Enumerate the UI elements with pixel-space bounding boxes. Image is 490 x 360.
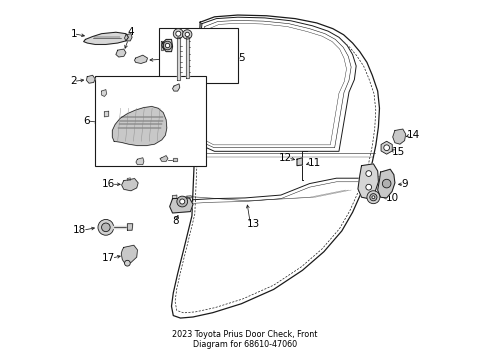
Polygon shape <box>101 90 107 96</box>
Circle shape <box>366 184 371 190</box>
Text: 15: 15 <box>392 147 405 157</box>
Polygon shape <box>172 158 177 161</box>
Text: 12: 12 <box>278 153 292 163</box>
Text: 9: 9 <box>401 179 408 189</box>
Text: 1: 1 <box>71 29 77 39</box>
Text: 18: 18 <box>73 225 87 235</box>
Polygon shape <box>122 179 138 191</box>
Circle shape <box>183 30 192 39</box>
Polygon shape <box>172 84 180 91</box>
Circle shape <box>177 196 188 207</box>
Polygon shape <box>112 107 167 145</box>
Circle shape <box>370 194 377 201</box>
Polygon shape <box>122 245 137 263</box>
Polygon shape <box>127 178 130 181</box>
Text: 3: 3 <box>168 54 174 64</box>
Circle shape <box>176 31 181 36</box>
Polygon shape <box>194 17 356 151</box>
Circle shape <box>367 191 380 204</box>
Polygon shape <box>393 129 406 144</box>
Polygon shape <box>127 224 133 230</box>
Polygon shape <box>84 32 128 44</box>
Polygon shape <box>87 75 95 83</box>
Circle shape <box>124 260 130 266</box>
Text: 13: 13 <box>247 219 260 229</box>
Polygon shape <box>186 37 189 78</box>
Circle shape <box>180 199 185 204</box>
Polygon shape <box>358 164 378 199</box>
Polygon shape <box>104 111 109 117</box>
Circle shape <box>101 223 110 231</box>
Text: 11: 11 <box>308 158 321 168</box>
Text: 10: 10 <box>386 193 399 203</box>
Circle shape <box>372 196 375 199</box>
Polygon shape <box>162 40 172 51</box>
Polygon shape <box>124 34 132 41</box>
Polygon shape <box>170 198 193 213</box>
Circle shape <box>366 171 371 176</box>
Circle shape <box>166 43 170 48</box>
Text: 14: 14 <box>407 130 420 140</box>
Circle shape <box>382 179 391 188</box>
Circle shape <box>173 29 183 39</box>
FancyBboxPatch shape <box>159 28 238 83</box>
Polygon shape <box>161 41 163 50</box>
Text: 16: 16 <box>102 179 115 189</box>
Polygon shape <box>378 169 395 198</box>
Text: 8: 8 <box>172 216 179 226</box>
Text: 4: 4 <box>128 27 135 37</box>
Polygon shape <box>136 158 144 165</box>
Polygon shape <box>160 156 168 161</box>
Polygon shape <box>172 195 177 199</box>
Text: 17: 17 <box>102 253 115 263</box>
Polygon shape <box>187 196 191 198</box>
Polygon shape <box>135 55 147 63</box>
Circle shape <box>384 145 390 150</box>
Polygon shape <box>172 15 379 318</box>
Text: 5: 5 <box>239 53 245 63</box>
Polygon shape <box>116 49 126 57</box>
Polygon shape <box>177 37 180 80</box>
Text: 6: 6 <box>83 116 90 126</box>
Text: 2: 2 <box>71 76 77 86</box>
Circle shape <box>163 41 172 50</box>
Text: 2023 Toyota Prius Door Check, Front
Diagram for 68610-47060: 2023 Toyota Prius Door Check, Front Diag… <box>172 330 318 349</box>
Circle shape <box>98 220 114 235</box>
Circle shape <box>185 32 190 37</box>
Polygon shape <box>297 158 302 166</box>
Text: 7: 7 <box>197 85 204 95</box>
FancyBboxPatch shape <box>95 76 206 166</box>
